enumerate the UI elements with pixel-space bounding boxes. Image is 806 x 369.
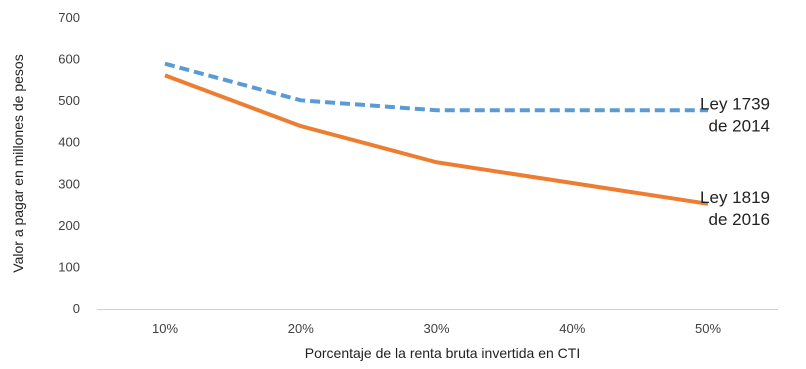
series-1-point <box>435 108 439 112</box>
series-label-2: Ley 1819 de 2016 <box>700 188 770 229</box>
x-tick-label: 40% <box>559 321 585 336</box>
y-tick-label: 600 <box>58 52 80 67</box>
series-label-line: Ley 1819 <box>700 188 770 207</box>
series-label-line: Ley 1739 <box>700 94 770 113</box>
y-axis-ticks: 0 100 200 300 400 500 600 700 <box>58 10 80 316</box>
y-tick-label: 400 <box>58 135 80 150</box>
series-line-1 <box>164 61 708 113</box>
series-lines <box>163 61 709 206</box>
y-tick-label: 200 <box>58 218 80 233</box>
x-tick-label: 10% <box>152 321 178 336</box>
series-label-line: de 2014 <box>709 116 770 135</box>
series-label-line: de 2016 <box>709 210 770 229</box>
y-tick-label: 300 <box>58 176 80 191</box>
y-tick-label: 700 <box>58 10 80 25</box>
x-tick-label: 50% <box>695 321 721 336</box>
x-axis-title: Porcentaje de la renta bruta invertida e… <box>305 345 581 361</box>
series-label-1: Ley 1739 de 2014 <box>700 94 770 135</box>
series-labels: Ley 1739 de 2014 Ley 1819 de 2016 <box>700 94 770 229</box>
y-tick-label: 100 <box>58 259 80 274</box>
x-tick-label: 30% <box>423 321 449 336</box>
series-2-point <box>163 73 167 77</box>
series-2-point <box>435 160 439 164</box>
y-tick-label: 0 <box>73 301 80 316</box>
series-line-2 <box>164 73 709 206</box>
series-1-point <box>299 98 303 102</box>
y-axis-title: Valor a pagar en millones de pesos <box>10 54 26 272</box>
series-1-point <box>163 62 167 66</box>
x-axis-ticks: 10% 20% 30% 40% 50% <box>152 321 721 336</box>
y-tick-label: 500 <box>58 93 80 108</box>
series-2-point <box>570 181 574 185</box>
series-1-point <box>570 108 574 112</box>
x-tick-label: 20% <box>288 321 314 336</box>
series-2-point <box>299 124 303 128</box>
